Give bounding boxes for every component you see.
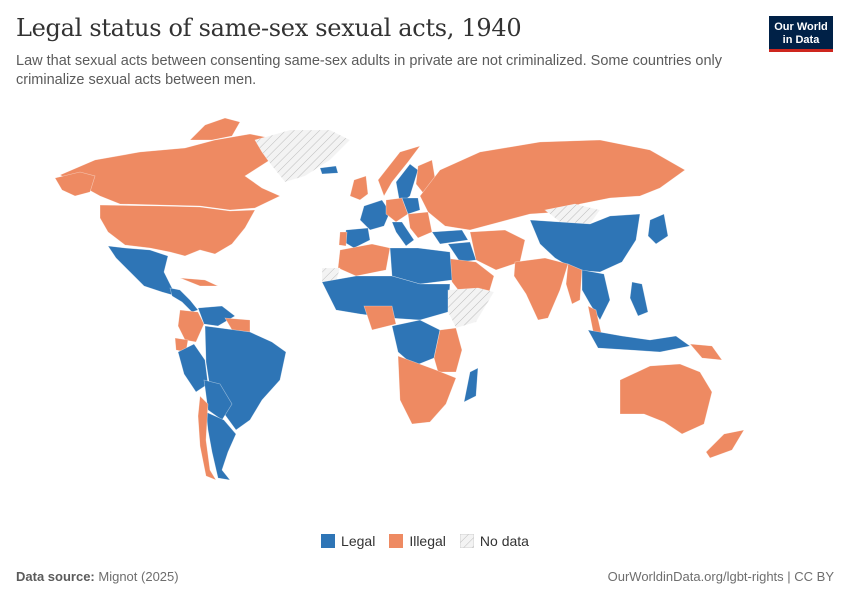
owid-logo[interactable]: Our World in Data — [769, 16, 833, 52]
country-poland[interactable] — [401, 197, 421, 215]
data-source-text: Mignot (2025) — [98, 569, 179, 584]
country-canada[interactable] — [59, 133, 281, 211]
country-cuba[interactable] — [179, 277, 219, 287]
data-source-label: Data source: — [16, 569, 95, 584]
legend-item-legal[interactable]: Legal — [321, 533, 375, 549]
country-mexico[interactable] — [107, 245, 177, 297]
country-peru[interactable] — [177, 343, 209, 393]
country-ussr[interactable] — [419, 139, 686, 231]
country-nigeria[interactable] — [363, 305, 397, 331]
page-title: Legal status of same-sex sexual acts, 19… — [16, 14, 522, 42]
country-alaska[interactable] — [54, 171, 96, 197]
country-iceland[interactable] — [319, 165, 339, 175]
country-new-zealand[interactable] — [705, 429, 745, 459]
country-balkans[interactable] — [407, 211, 433, 239]
country-morocco-algeria[interactable] — [337, 243, 391, 277]
country-chile[interactable] — [197, 395, 217, 481]
country-papua-new-guinea[interactable] — [689, 343, 723, 361]
country-mongolia[interactable] — [544, 203, 601, 225]
country-colombia[interactable] — [177, 309, 205, 343]
legend-swatch-no-data — [459, 534, 474, 548]
legend-item-illegal[interactable]: Illegal — [389, 533, 446, 549]
legend-swatch-legal — [321, 534, 336, 548]
country-france-benelux[interactable] — [359, 199, 391, 231]
country-southern-africa[interactable] — [397, 355, 457, 425]
country-italy[interactable] — [391, 221, 415, 247]
country-argentina[interactable] — [205, 411, 237, 481]
legend-swatch-illegal — [389, 534, 404, 548]
country-australia[interactable] — [619, 363, 713, 435]
country-norway[interactable] — [377, 145, 421, 197]
country-philippines[interactable] — [629, 281, 649, 317]
logo-line-1: Our World — [774, 20, 828, 33]
country-canada-arctic-islands[interactable] — [189, 117, 241, 141]
country-portugal[interactable] — [338, 231, 348, 247]
country-usa[interactable] — [99, 204, 256, 257]
legend-item-no-data[interactable]: No data — [459, 533, 529, 549]
country-burma[interactable] — [565, 263, 583, 305]
data-source: Data source: Mignot (2025) — [16, 569, 179, 584]
country-turkey[interactable] — [431, 229, 469, 245]
footer-credit-link[interactable]: OurWorldinData.org/lgbt-rights | CC BY — [607, 569, 834, 584]
country-china[interactable] — [529, 213, 641, 273]
legend-label-no-data: No data — [479, 533, 529, 549]
country-indonesia[interactable] — [587, 329, 691, 353]
map-legend: Legal Illegal No data — [0, 533, 850, 549]
country-madagascar[interactable] — [463, 367, 479, 403]
country-indochina[interactable] — [581, 269, 611, 321]
country-ethiopia-somalia[interactable] — [447, 287, 495, 329]
country-east-africa[interactable] — [433, 327, 463, 373]
country-india[interactable] — [513, 257, 569, 321]
logo-line-2: in Data — [782, 33, 820, 46]
world-map[interactable] — [0, 100, 850, 520]
legend-label-illegal: Illegal — [409, 533, 446, 549]
country-germany-austria[interactable] — [385, 197, 409, 223]
country-uk-ireland[interactable] — [349, 175, 369, 201]
country-greenland[interactable] — [254, 129, 351, 183]
legend-label-legal: Legal — [341, 533, 376, 549]
country-central-america[interactable] — [169, 287, 199, 313]
chart-subtitle: Law that sexual acts between consenting … — [16, 53, 723, 88]
country-japan[interactable] — [647, 213, 669, 245]
